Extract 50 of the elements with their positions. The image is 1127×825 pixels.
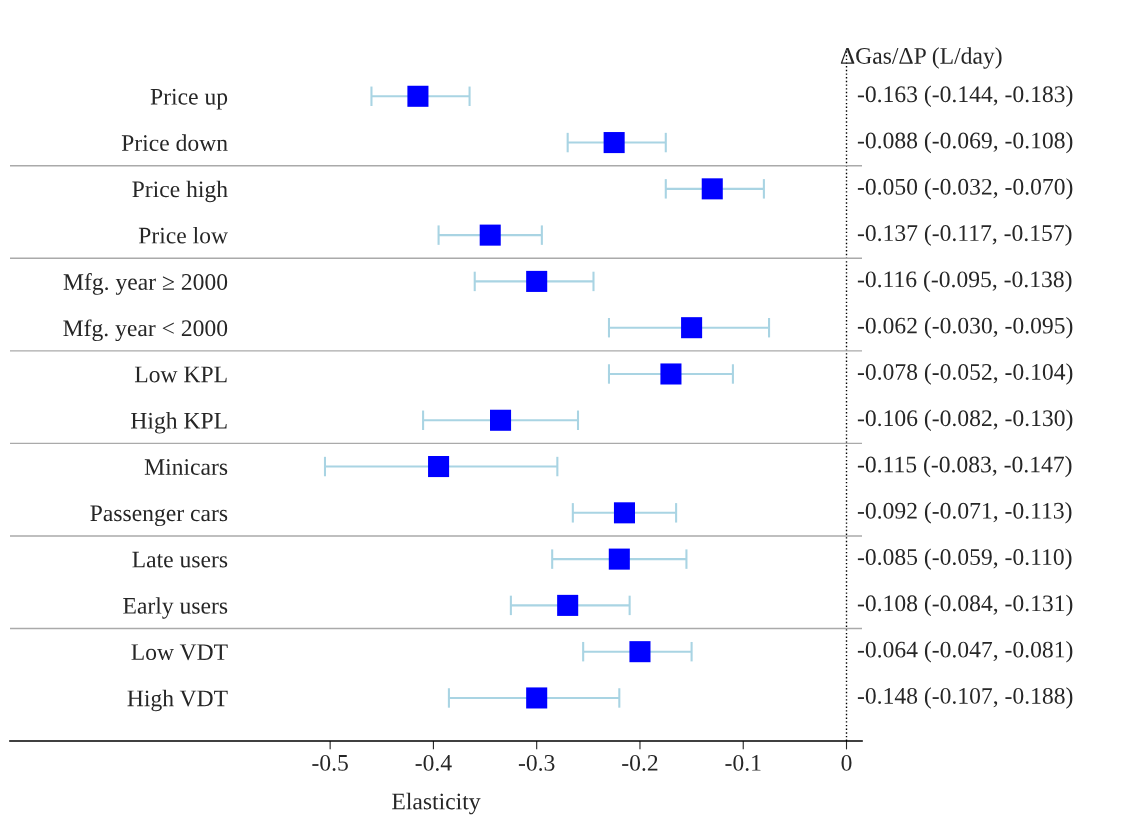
y-tick-label: Minicars bbox=[144, 459, 228, 475]
annotation: -0.050 (-0.032, -0.070) bbox=[857, 178, 1073, 200]
point bbox=[557, 594, 579, 616]
y-tick-label: Price down bbox=[121, 134, 228, 151]
point bbox=[660, 363, 682, 385]
annotation: -0.088 (-0.069, -0.108) bbox=[857, 131, 1073, 154]
annotation: -0.078 (-0.052, -0.104) bbox=[857, 363, 1073, 385]
y-tick-label: Late users bbox=[132, 551, 228, 568]
x-tick-label: -0.4 bbox=[415, 754, 452, 771]
point bbox=[479, 224, 501, 246]
point bbox=[681, 317, 703, 339]
y-tick-label: Low VDT bbox=[131, 644, 228, 661]
point bbox=[701, 178, 723, 200]
annotation: -0.108 (-0.084, -0.131) bbox=[857, 594, 1073, 617]
point bbox=[608, 548, 630, 570]
annotation: -0.064 (-0.047, -0.081) bbox=[857, 640, 1073, 663]
x-tick-label: -0.5 bbox=[312, 754, 348, 771]
point bbox=[490, 409, 512, 431]
point bbox=[428, 456, 450, 478]
x-tick-label: 0 bbox=[841, 754, 852, 771]
y-tick-label: Price high bbox=[132, 180, 228, 203]
x-tick-label: -0.2 bbox=[622, 754, 658, 771]
y-tick-label: Mfg. year ≥ 2000 bbox=[63, 273, 228, 295]
point bbox=[407, 85, 429, 107]
point bbox=[526, 270, 548, 292]
y-tick-label: High VDT bbox=[127, 689, 228, 712]
x-tick-label: -0.1 bbox=[725, 754, 761, 771]
point bbox=[526, 687, 548, 709]
annotation: -0.092 (-0.071, -0.113) bbox=[857, 502, 1072, 524]
annotation: -0.106 (-0.082, -0.130) bbox=[857, 409, 1073, 431]
annotation: -0.148 (-0.107, -0.188) bbox=[857, 687, 1073, 709]
annotation: -0.116 (-0.095, -0.138) bbox=[857, 270, 1072, 293]
y-tick-label: Low KPL bbox=[134, 366, 227, 383]
annotation: -0.062 (-0.030, -0.095) bbox=[857, 316, 1073, 339]
point bbox=[613, 502, 635, 524]
y-tick-label: Mfg. year < 2000 bbox=[63, 319, 228, 342]
y-tick-label: Price up bbox=[150, 88, 228, 110]
y-tick-label: Early users bbox=[123, 597, 228, 619]
point bbox=[603, 132, 625, 154]
annotation: -0.163 (-0.144, -0.183) bbox=[857, 85, 1073, 107]
point bbox=[629, 641, 651, 663]
x-tick-label: -0.3 bbox=[518, 754, 555, 771]
x-axis-title: Elasticity bbox=[392, 792, 481, 815]
y-tick-label: High KPL bbox=[131, 412, 227, 434]
annotation: -0.085 (-0.059, -0.110) bbox=[857, 548, 1072, 570]
annotation: -0.137 (-0.117, -0.157) bbox=[857, 224, 1072, 246]
y-tick-label: Price low bbox=[138, 226, 228, 244]
y-tick-label: Passenger cars bbox=[90, 505, 228, 527]
annotation: ΔGas/ΔP (L/day) bbox=[840, 47, 1002, 69]
annotation: -0.115 (-0.083, -0.147) bbox=[857, 455, 1072, 478]
